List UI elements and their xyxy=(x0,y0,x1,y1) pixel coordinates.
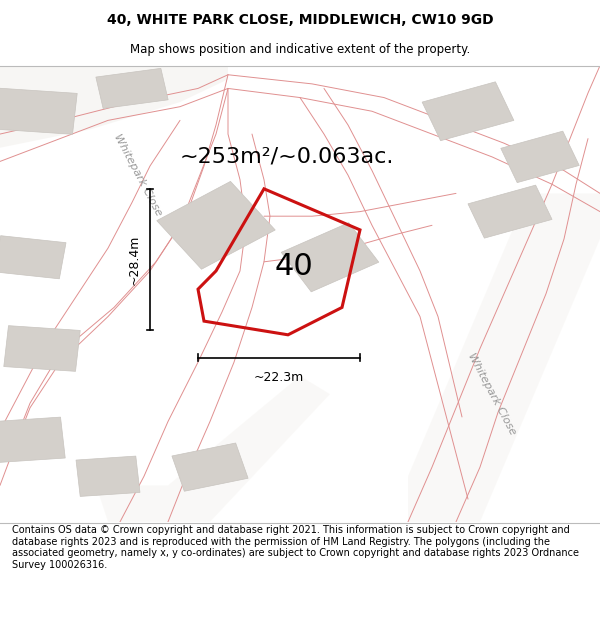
Polygon shape xyxy=(172,443,248,491)
Polygon shape xyxy=(281,222,379,292)
Text: Map shows position and indicative extent of the property.: Map shows position and indicative extent… xyxy=(130,42,470,56)
Polygon shape xyxy=(0,417,65,462)
Polygon shape xyxy=(76,456,140,496)
Text: ~28.4m: ~28.4m xyxy=(128,234,141,285)
Text: 40: 40 xyxy=(275,252,313,281)
Text: ~253m²/~0.063ac.: ~253m²/~0.063ac. xyxy=(180,147,394,167)
Text: 40, WHITE PARK CLOSE, MIDDLEWICH, CW10 9GD: 40, WHITE PARK CLOSE, MIDDLEWICH, CW10 9… xyxy=(107,12,493,27)
Polygon shape xyxy=(468,185,552,238)
Text: Contains OS data © Crown copyright and database right 2021. This information is : Contains OS data © Crown copyright and d… xyxy=(12,525,579,570)
Polygon shape xyxy=(0,236,66,279)
Text: ~22.3m: ~22.3m xyxy=(254,371,304,384)
Polygon shape xyxy=(4,326,80,371)
Polygon shape xyxy=(422,82,514,141)
Polygon shape xyxy=(96,68,168,109)
Text: Whitepark Close: Whitepark Close xyxy=(112,132,164,218)
Polygon shape xyxy=(408,193,600,522)
Polygon shape xyxy=(96,376,330,522)
Polygon shape xyxy=(0,88,77,134)
Text: Whitepark Close: Whitepark Close xyxy=(466,351,518,437)
Polygon shape xyxy=(157,181,275,269)
Polygon shape xyxy=(501,131,579,182)
Polygon shape xyxy=(0,66,228,148)
